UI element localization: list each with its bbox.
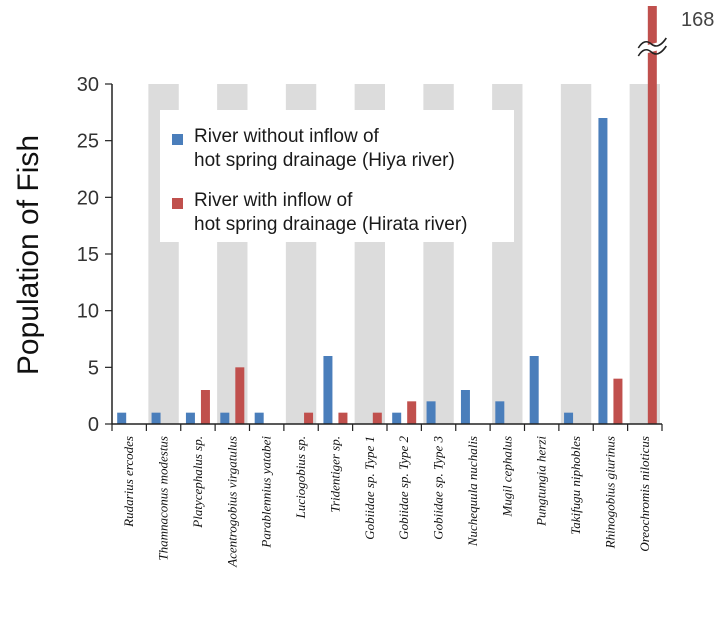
legend-swatch: [172, 134, 183, 145]
bars-layer: [117, 6, 657, 424]
bar-hirata: [372, 412, 382, 424]
y-tick-label: 30: [77, 74, 99, 96]
category-label: Pungtungia herzi: [534, 436, 549, 527]
category-label: Rhinogobius giurinus: [602, 436, 617, 549]
legend-swatch: [172, 198, 183, 209]
bar-hiya: [598, 118, 608, 424]
bar-hiya: [564, 412, 574, 424]
category-band: [560, 84, 592, 424]
y-tick-label: 5: [88, 357, 99, 379]
y-axis-label: Population of Fish: [12, 135, 45, 375]
y-tick-label: 0: [88, 414, 99, 436]
bar-hiya: [529, 356, 539, 424]
axis-break-gap: [640, 40, 667, 55]
axis-break-wave-bottom: [637, 45, 667, 57]
legend: River without inflow of hot spring draina…: [160, 110, 514, 242]
category-label: Platycephalus sp.: [190, 436, 205, 529]
bar-hiya: [220, 412, 230, 424]
category-label: Mugil cephalus: [499, 436, 514, 518]
category-label: Rudarius ercodes: [121, 436, 136, 528]
bar-hiya: [117, 412, 127, 424]
axis-break-value: 168: [681, 9, 714, 31]
bar-hiya: [323, 356, 333, 424]
category-label: Acentrogobius virgatulus: [224, 436, 239, 568]
y-tick-label: 25: [77, 131, 99, 153]
y-tick-label: 15: [77, 244, 99, 266]
bar-hirata: [338, 412, 348, 424]
bar-hiya: [151, 412, 161, 424]
category-label: Gobiidae sp. Type 3: [431, 436, 446, 540]
bar-hiya: [426, 401, 436, 424]
y-tick-labels: 0 5 10 15 20 25 30: [77, 74, 99, 436]
bar-hirata: [235, 367, 245, 424]
category-label: Takifugu niphobles: [568, 436, 583, 535]
legend-label: River with inflow of: [194, 190, 353, 211]
legend-box: [160, 110, 514, 242]
category-label: Gobiidae sp. Type 1: [362, 436, 377, 540]
legend-label: River without inflow of: [194, 126, 380, 147]
bar-hirata: [200, 390, 210, 424]
y-tick-label: 20: [77, 187, 99, 209]
category-label: Luciogobius sp.: [293, 436, 308, 519]
bar-hiya: [185, 412, 195, 424]
bar-hirata: [304, 412, 314, 424]
bar-hirata: [407, 401, 417, 424]
bar-hiya: [392, 412, 402, 424]
axes-layer: [105, 83, 663, 431]
category-label: Oreochromis niloticus: [637, 436, 652, 552]
axis-break: 168: [637, 9, 714, 57]
bar-hirata: [647, 6, 657, 424]
category-labels: Rudarius ercodes Thamnaconus modestus Plat…: [121, 436, 652, 568]
category-label: Nuchequula nuchalis: [465, 436, 480, 547]
bar-hiya: [495, 401, 505, 424]
legend-label: hot spring drainage (Hirata river): [194, 214, 468, 235]
bar-hirata: [613, 378, 623, 424]
y-tick-label: 10: [77, 301, 99, 323]
bar-hiya: [460, 390, 470, 424]
category-label: Thamnaconus modestus: [156, 436, 171, 561]
category-label: Parablennius yatabei: [259, 436, 274, 549]
category-label: Gobiidae sp. Type 2: [396, 436, 411, 540]
bar-hiya: [254, 412, 264, 424]
axis-break-wave-top: [637, 37, 667, 49]
legend-label: hot spring drainage (Hiya river): [194, 150, 455, 171]
category-label: Tridentiger sp.: [327, 436, 342, 513]
